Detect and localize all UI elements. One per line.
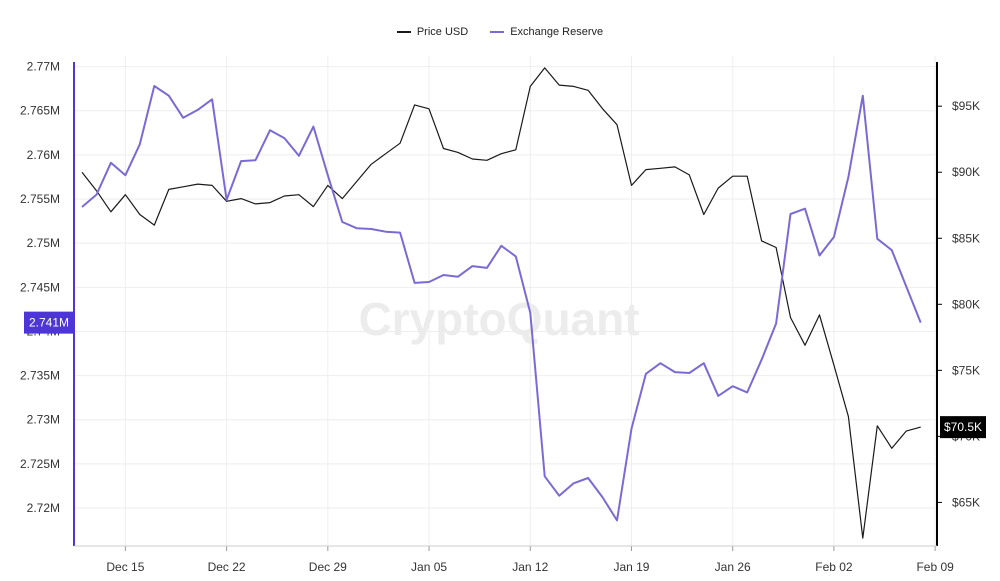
price-last-value-badge	[940, 416, 986, 439]
grid	[74, 56, 937, 546]
y-right-tick-label: $85K	[952, 231, 980, 245]
y-right-tick-label: $95K	[952, 99, 980, 113]
y-left-tick-label: 2.76M	[27, 148, 60, 162]
y-right-tick-label: $65K	[952, 495, 980, 509]
legend-item-price[interactable]: Price USD	[396, 26, 469, 38]
axes: 2.77M2.765M2.76M2.755M2.75M2.745M2.74M2.…	[20, 60, 980, 574]
reserve-last-value-badge	[24, 311, 74, 334]
y-left-tick-label: 2.735M	[20, 369, 60, 383]
legend-swatch-reserve	[490, 31, 505, 33]
x-tick-label: Jan 05	[411, 560, 447, 574]
x-tick-label: Dec 15	[106, 560, 144, 574]
legend-item-reserve[interactable]: Exchange Reserve	[490, 26, 603, 38]
x-tick-label: Feb 02	[815, 560, 853, 574]
y-left-tick-label: 2.765M	[20, 104, 60, 118]
y-right-tick-label: $90K	[952, 165, 980, 179]
y-left-tick-label: 2.73M	[27, 413, 60, 427]
x-tick-label: Dec 22	[208, 560, 246, 574]
legend-label-reserve: Exchange Reserve	[510, 26, 604, 38]
legend: Price USD Exchange Reserve	[0, 26, 1000, 38]
y-left-tick-label: 2.75M	[27, 236, 60, 250]
y-left-tick-label: 2.745M	[20, 280, 60, 294]
x-tick-label: Jan 12	[512, 560, 548, 574]
price-usd-line	[81, 67, 921, 539]
y-left-tick-label: 2.77M	[27, 60, 60, 74]
y-left-tick-label: 2.72M	[27, 501, 60, 515]
x-tick-label: Jan 26	[715, 560, 751, 574]
legend-label-price: Price USD	[416, 26, 469, 38]
x-tick-label: Jan 19	[613, 560, 649, 574]
series	[81, 67, 922, 539]
x-tick-label: Dec 29	[309, 560, 347, 574]
y-left-tick-label: 2.725M	[20, 457, 60, 471]
y-left-tick-label: 2.755M	[20, 192, 60, 206]
value-badges: $70.5K 2.741M	[24, 311, 986, 439]
x-tick-label: Feb 09	[916, 560, 954, 574]
legend-swatch-price	[396, 31, 411, 33]
y-right-tick-label: $80K	[952, 297, 980, 311]
exchange-reserve-line	[81, 85, 922, 522]
watermark: CryptoQuant	[358, 293, 639, 345]
price-last-value-label: $70.5K	[944, 420, 982, 434]
reserve-last-value-label: 2.741M	[29, 316, 69, 330]
y-right-tick-label: $75K	[952, 363, 980, 377]
